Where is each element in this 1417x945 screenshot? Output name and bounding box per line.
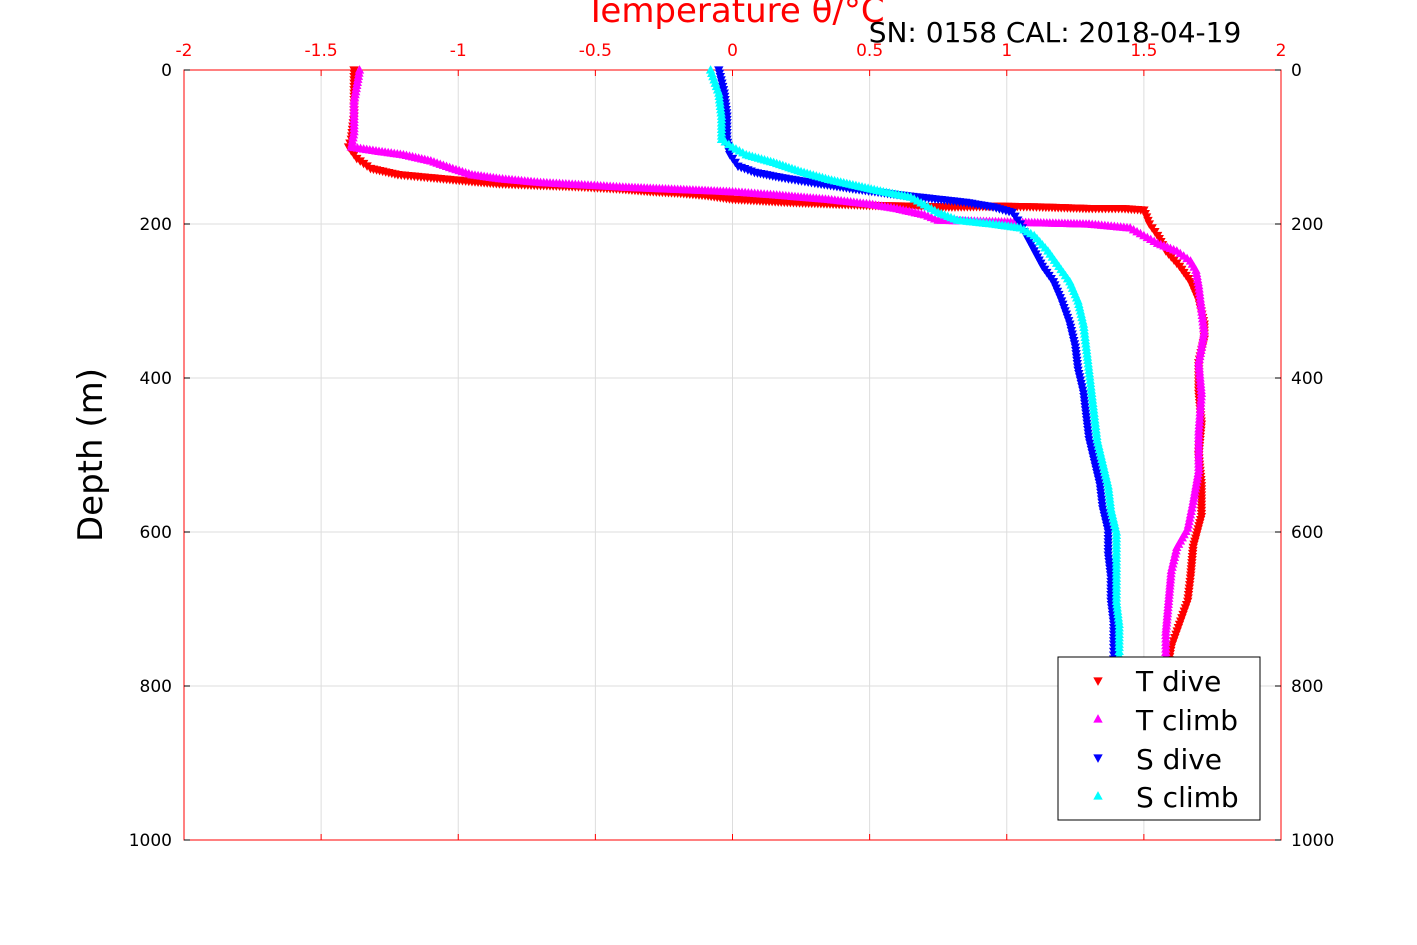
y-tick-label-right: 600 (1291, 523, 1323, 543)
series-s-dive (714, 66, 1119, 664)
legend-box (1057, 656, 1261, 821)
series-t-climb (346, 65, 1209, 663)
y-tick-label-right: 200 (1291, 215, 1323, 235)
y-tick-label-left: 600 (140, 523, 172, 543)
y-tick-label-left: 800 (140, 677, 172, 697)
y-tick-label-right: 1000 (1291, 831, 1334, 851)
y-axis-label: Depth (m) (71, 368, 111, 542)
x-tick-label: 1 (1001, 41, 1012, 61)
legend-marker-icon (1093, 754, 1103, 763)
y-tick-label-right: 0 (1291, 61, 1302, 81)
x-tick-label: 2 (1276, 41, 1287, 61)
data-marks (343, 65, 1209, 668)
y-tick-label-left: 400 (140, 369, 172, 389)
y-tick-label-right: 800 (1291, 677, 1323, 697)
legend: T dive T climb S dive S climb (1057, 656, 1261, 821)
chart-title-temperature: Temperature θ/°C (584, 0, 884, 31)
chart-title-serial: SN: 0158 CAL: 2018-04-19 (869, 16, 1242, 49)
legend-marker-icon (1093, 714, 1103, 723)
y-tick-label-left: 200 (140, 215, 172, 235)
x-tick-label: -1.5 (305, 41, 338, 61)
legend-label-t-climb: T climb (1135, 704, 1238, 737)
x-tick-label: 1.5 (1130, 41, 1157, 61)
y-tick-label-left: 1000 (129, 831, 172, 851)
x-tick-label: -0.5 (579, 41, 612, 61)
y-tick-label-left: 0 (161, 61, 172, 81)
x-tick-label: 0.5 (856, 41, 883, 61)
legend-marker-icon (1093, 791, 1103, 800)
x-tick-label: -2 (176, 41, 193, 61)
legend-label-s-climb: S climb (1136, 781, 1239, 814)
legend-label-s-dive: S dive (1136, 743, 1222, 776)
y-tick-label-right: 400 (1291, 369, 1323, 389)
legend-label-t-dive: T dive (1135, 665, 1221, 698)
series-s-climb (705, 65, 1124, 663)
x-tick-label: -1 (450, 41, 467, 61)
legend-marker-icon (1093, 677, 1103, 686)
x-tick-label: 0 (727, 41, 738, 61)
